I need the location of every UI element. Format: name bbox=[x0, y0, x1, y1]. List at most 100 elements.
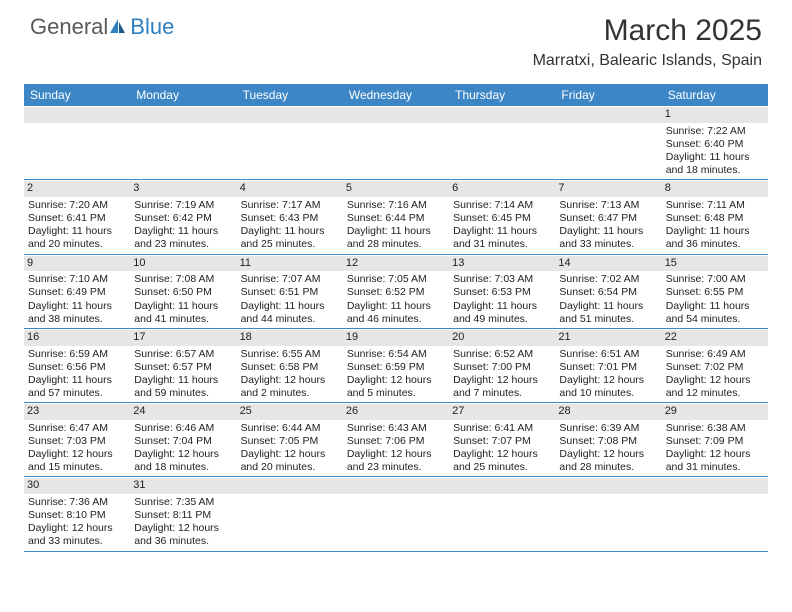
daylight-text: Daylight: 11 hours and 49 minutes. bbox=[453, 300, 551, 326]
day-number bbox=[449, 107, 555, 123]
sunset-text: Sunset: 6:52 PM bbox=[347, 286, 445, 299]
day-number: 14 bbox=[555, 256, 661, 272]
sunrise-text: Sunrise: 7:36 AM bbox=[28, 496, 126, 509]
sunset-text: Sunset: 6:40 PM bbox=[666, 138, 764, 151]
sunrise-text: Sunrise: 6:39 AM bbox=[559, 422, 657, 435]
day-number: 10 bbox=[130, 256, 236, 272]
calendar-day-cell: 27Sunrise: 6:41 AMSunset: 7:07 PMDayligh… bbox=[449, 403, 555, 476]
day-number: 12 bbox=[343, 256, 449, 272]
calendar-body: 1 Sunrise: 7:22 AMSunset: 6:40 PM Daylight… bbox=[24, 106, 768, 552]
daylight-text: Daylight: 12 hours and 2 minutes. bbox=[241, 374, 339, 400]
daylight-text: Daylight: 12 hours and 36 minutes. bbox=[134, 522, 232, 548]
day-number: 19 bbox=[343, 330, 449, 346]
calendar-day-cell bbox=[555, 477, 661, 550]
sunrise-text: Sunrise: 7:00 AM bbox=[666, 273, 764, 286]
day-number: 31 bbox=[130, 478, 236, 494]
sunrise-text: Sunrise: 6:44 AM bbox=[241, 422, 339, 435]
daylight-text: Daylight: 11 hours and 57 minutes. bbox=[28, 374, 126, 400]
sunset-text: Sunset: 8:11 PM bbox=[134, 509, 232, 522]
sunset-text: Sunset: 6:48 PM bbox=[666, 212, 764, 225]
calendar-day-cell: 28Sunrise: 6:39 AMSunset: 7:08 PMDayligh… bbox=[555, 403, 661, 476]
calendar-day-cell bbox=[343, 106, 449, 179]
day-number: 4 bbox=[237, 181, 343, 197]
sunrise-text: Sunrise: 7:05 AM bbox=[347, 273, 445, 286]
day-number bbox=[662, 478, 768, 494]
sunset-text: Sunset: 6:51 PM bbox=[241, 286, 339, 299]
sunrise-text: Sunrise: 7:22 AM bbox=[666, 125, 764, 138]
calendar-week-row: 2Sunrise: 7:20 AMSunset: 6:41 PMDaylight… bbox=[24, 180, 768, 254]
sunrise-text: Sunrise: 6:46 AM bbox=[134, 422, 232, 435]
calendar-week-row: 23Sunrise: 6:47 AMSunset: 7:03 PMDayligh… bbox=[24, 403, 768, 477]
sunset-text: Sunset: 6:55 PM bbox=[666, 286, 764, 299]
brand-name-part2: Blue bbox=[130, 14, 174, 40]
daylight-text: Daylight: 12 hours and 23 minutes. bbox=[347, 448, 445, 474]
calendar-day-cell: 1Sunrise: 7:22 AMSunset: 6:40 PMDaylight… bbox=[662, 106, 768, 179]
sunrise-text: Sunrise: 6:38 AM bbox=[666, 422, 764, 435]
day-number bbox=[237, 478, 343, 494]
calendar-day-cell: 2Sunrise: 7:20 AMSunset: 6:41 PMDaylight… bbox=[24, 180, 130, 253]
day-number: 5 bbox=[343, 181, 449, 197]
weekday-header: Sunday bbox=[24, 84, 130, 106]
weekday-header: Friday bbox=[555, 84, 661, 106]
calendar-day-cell: 16Sunrise: 6:59 AMSunset: 6:56 PMDayligh… bbox=[24, 329, 130, 402]
daylight-text: Daylight: 12 hours and 12 minutes. bbox=[666, 374, 764, 400]
calendar-day-cell: 11Sunrise: 7:07 AMSunset: 6:51 PMDayligh… bbox=[237, 255, 343, 328]
daylight-text: Daylight: 12 hours and 20 minutes. bbox=[241, 448, 339, 474]
daylight-text: Daylight: 11 hours and 36 minutes. bbox=[666, 225, 764, 251]
sunset-text: Sunset: 6:44 PM bbox=[347, 212, 445, 225]
sunrise-text: Sunrise: 7:07 AM bbox=[241, 273, 339, 286]
sunrise-text: Sunrise: 6:49 AM bbox=[666, 348, 764, 361]
calendar-day-cell: 24Sunrise: 6:46 AMSunset: 7:04 PMDayligh… bbox=[130, 403, 236, 476]
sunrise-text: Sunrise: 6:41 AM bbox=[453, 422, 551, 435]
sunset-text: Sunset: 7:08 PM bbox=[559, 435, 657, 448]
calendar-day-cell: 17Sunrise: 6:57 AMSunset: 6:57 PMDayligh… bbox=[130, 329, 236, 402]
calendar-day-cell bbox=[237, 106, 343, 179]
weekday-header: Monday bbox=[130, 84, 236, 106]
calendar-day-cell: 22Sunrise: 6:49 AMSunset: 7:02 PMDayligh… bbox=[662, 329, 768, 402]
calendar-day-cell: 25Sunrise: 6:44 AMSunset: 7:05 PMDayligh… bbox=[237, 403, 343, 476]
daylight-text: Daylight: 11 hours and 33 minutes. bbox=[559, 225, 657, 251]
day-number: 11 bbox=[237, 256, 343, 272]
sunset-text: Sunset: 7:07 PM bbox=[453, 435, 551, 448]
sunset-text: Sunset: 7:04 PM bbox=[134, 435, 232, 448]
brand-name-part1: General bbox=[30, 14, 108, 40]
day-number bbox=[449, 478, 555, 494]
calendar-day-cell: 15Sunrise: 7:00 AMSunset: 6:55 PMDayligh… bbox=[662, 255, 768, 328]
day-number: 16 bbox=[24, 330, 130, 346]
sunset-text: Sunset: 7:01 PM bbox=[559, 361, 657, 374]
day-number bbox=[343, 107, 449, 123]
sunset-text: Sunset: 7:09 PM bbox=[666, 435, 764, 448]
sunrise-text: Sunrise: 7:03 AM bbox=[453, 273, 551, 286]
calendar-day-cell: 6Sunrise: 7:14 AMSunset: 6:45 PMDaylight… bbox=[449, 180, 555, 253]
daylight-text: Daylight: 11 hours and 31 minutes. bbox=[453, 225, 551, 251]
daylight-text: Daylight: 11 hours and 51 minutes. bbox=[559, 300, 657, 326]
calendar-day-cell bbox=[24, 106, 130, 179]
daylight-text: Daylight: 11 hours and 38 minutes. bbox=[28, 300, 126, 326]
daylight-text: Daylight: 12 hours and 33 minutes. bbox=[28, 522, 126, 548]
sunrise-text: Sunrise: 7:13 AM bbox=[559, 199, 657, 212]
day-number: 27 bbox=[449, 404, 555, 420]
month-title: March 2025 bbox=[533, 14, 762, 48]
day-number: 1 bbox=[662, 107, 768, 123]
sunset-text: Sunset: 7:03 PM bbox=[28, 435, 126, 448]
sunrise-text: Sunrise: 7:08 AM bbox=[134, 273, 232, 286]
day-number: 30 bbox=[24, 478, 130, 494]
calendar-day-cell bbox=[555, 106, 661, 179]
daylight-text: Daylight: 11 hours and 59 minutes. bbox=[134, 374, 232, 400]
day-number: 24 bbox=[130, 404, 236, 420]
daylight-text: Daylight: 12 hours and 28 minutes. bbox=[559, 448, 657, 474]
day-number: 13 bbox=[449, 256, 555, 272]
daylight-text: Daylight: 11 hours and 20 minutes. bbox=[28, 225, 126, 251]
day-number: 3 bbox=[130, 181, 236, 197]
sunrise-text: Sunrise: 7:20 AM bbox=[28, 199, 126, 212]
calendar-day-cell: 7Sunrise: 7:13 AMSunset: 6:47 PMDaylight… bbox=[555, 180, 661, 253]
calendar-day-cell: 10Sunrise: 7:08 AMSunset: 6:50 PMDayligh… bbox=[130, 255, 236, 328]
sunset-text: Sunset: 6:53 PM bbox=[453, 286, 551, 299]
sunrise-text: Sunrise: 6:57 AM bbox=[134, 348, 232, 361]
day-number: 15 bbox=[662, 256, 768, 272]
calendar-day-cell bbox=[237, 477, 343, 550]
day-number: 6 bbox=[449, 181, 555, 197]
day-number: 23 bbox=[24, 404, 130, 420]
sunset-text: Sunset: 6:47 PM bbox=[559, 212, 657, 225]
weekday-header: Saturday bbox=[662, 84, 768, 106]
